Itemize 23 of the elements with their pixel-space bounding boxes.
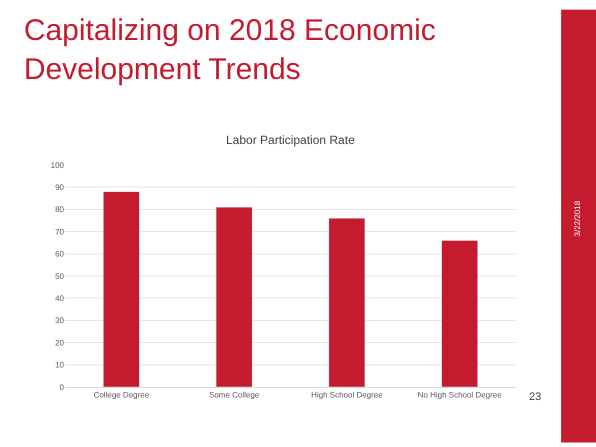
chart-title: Capitalizing on 2018 Economic Development Trends (24, 14, 436, 86)
y-tick-label: 0 (60, 382, 65, 392)
text: 3/22/2018 (572, 200, 582, 236)
y-tick-label: 50 (55, 272, 65, 281)
y-tick-label: 90 (55, 183, 65, 192)
chart-subtitle: Labor Participation Rate (226, 133, 356, 147)
y-tick-label: 20 (55, 338, 65, 348)
y-tick-label: 40 (55, 294, 65, 303)
bar (216, 206, 252, 387)
y-tick-label: 100 (50, 160, 65, 170)
x-tick-label: Some College (209, 390, 260, 400)
bar (328, 218, 366, 387)
y-tick-label: 70 (55, 227, 65, 236)
text: 23 (529, 391, 542, 403)
bar (441, 240, 478, 387)
x-tick-label: College Degree (94, 390, 150, 400)
bar (103, 191, 140, 387)
y-tick-label: 30 (55, 316, 65, 326)
y-tick-label: 80 (55, 205, 65, 214)
y-tick-label: 10 (55, 360, 65, 370)
x-tick-label: No High School Degree (418, 390, 502, 400)
y-tick-label: 60 (55, 250, 65, 259)
x-tick-label: High School Degree (311, 390, 384, 400)
